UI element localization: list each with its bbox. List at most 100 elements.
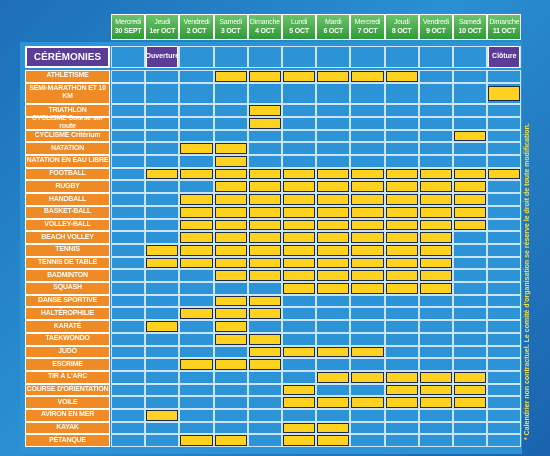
cell [418,396,453,410]
cell [453,421,488,435]
cell [282,155,317,168]
cell [453,82,488,105]
event-slot [317,283,350,294]
event-slot [419,206,452,218]
cell [213,231,248,244]
cell [145,307,180,321]
day-header: Vendredi 2 OCT [179,14,214,40]
cell [213,46,248,68]
cell [179,409,214,422]
cell [418,294,453,308]
event-slot [385,194,418,205]
sport-label: COURSE D'ORIENTATION [25,383,110,397]
cell [179,345,214,359]
sport-label: TAEKWONDO [25,332,110,346]
cell [487,396,522,410]
cell [384,82,419,105]
cell [145,167,180,181]
cell [350,218,385,232]
cell [453,142,488,156]
cell [282,129,317,143]
cell [179,383,214,397]
event-slot [248,219,281,231]
cell [145,205,180,219]
cell [179,256,214,270]
day-name: Lundi [291,19,308,26]
cell [282,193,317,206]
cell [282,46,317,68]
cell [111,383,146,397]
cell [282,282,317,295]
cell [487,205,522,219]
cell [453,269,488,283]
cell [316,256,351,270]
ceremony: Ouverture [146,46,179,68]
cell [350,82,385,105]
cell [282,70,317,83]
event-slot [351,283,384,294]
cell [384,155,419,168]
cell [145,256,180,270]
cell [350,129,385,143]
cell [213,205,248,219]
event-slot [454,194,487,205]
event-slot [351,257,384,269]
cell [145,345,180,359]
day-name: Vendredi [422,19,449,26]
sport-label: CYCLISME Critérium [25,129,110,143]
cell [350,370,385,384]
cell [179,129,214,143]
cell [111,180,146,194]
cell [350,193,385,206]
cell [179,282,214,295]
event-slot [419,181,452,193]
event-slot [180,257,213,269]
event-slot [419,257,452,269]
cell [418,180,453,194]
event-slot [180,359,213,370]
cell [316,116,351,130]
cell [111,104,146,117]
day-header: Dimanche 4 OCT [247,14,282,40]
cell [213,218,248,232]
cell [247,396,282,410]
event-slot [180,435,213,447]
cell [247,243,282,257]
day-header: Samedi 3 OCT [213,14,248,40]
cell [487,243,522,257]
cell [282,383,317,397]
cell [145,282,180,295]
cell [350,282,385,295]
cell [418,358,453,371]
cell [213,129,248,143]
cell [316,332,351,346]
cell [350,205,385,219]
cell [418,256,453,270]
cell [384,320,419,333]
event-slot [317,206,350,218]
event-slot [248,359,281,370]
disclaimer: * Calendrier non contractuel. Le comité … [524,123,531,440]
cell [213,116,248,130]
cell [247,231,282,244]
cell [282,167,317,181]
event-slot [248,257,281,269]
cell [350,142,385,156]
cell [213,180,248,194]
event-slot [283,257,316,269]
cell [487,282,522,295]
cell [247,294,282,308]
cell [213,345,248,359]
day-date: 10 OCT [458,28,482,35]
event-slot [419,371,452,383]
event-slot [146,244,179,256]
event-slot [248,168,281,180]
cell [384,358,419,371]
event-slot [283,181,316,193]
day-name: Dimanche [249,19,280,26]
event-slot [317,232,350,243]
cell [247,70,282,83]
cell [111,129,146,143]
cell [282,82,317,105]
cell [282,370,317,384]
